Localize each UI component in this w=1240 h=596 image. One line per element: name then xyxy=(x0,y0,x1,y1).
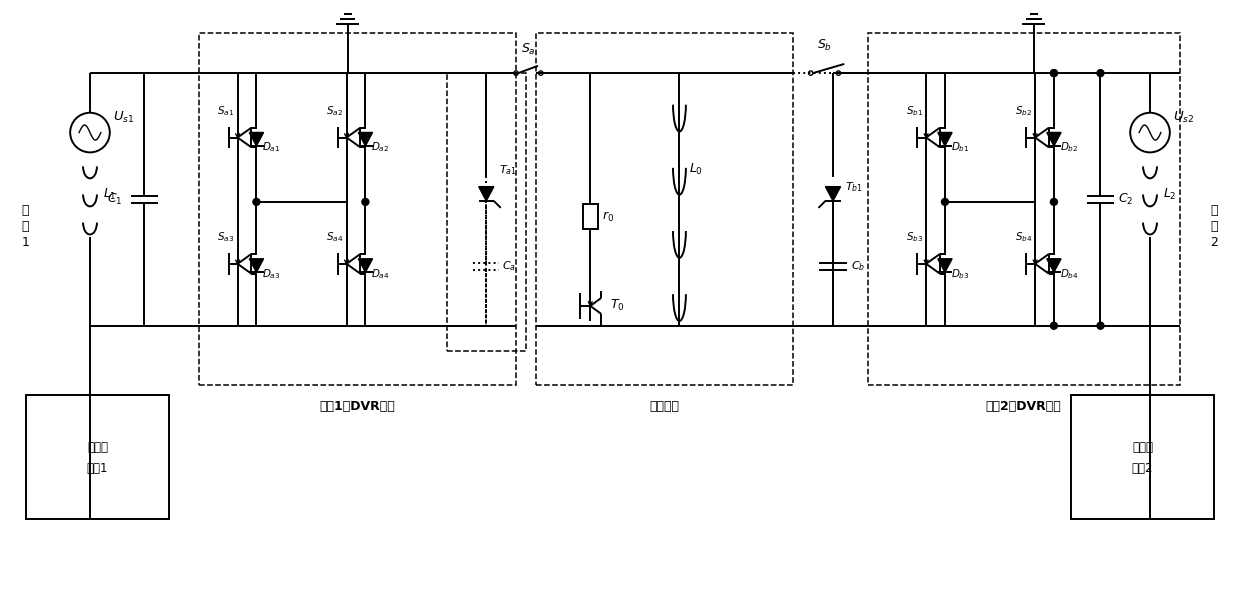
Text: $S_{a2}$: $S_{a2}$ xyxy=(326,104,343,117)
Text: 负载1: 负载1 xyxy=(87,462,108,476)
Text: $D_{a4}$: $D_{a4}$ xyxy=(371,267,389,281)
Text: $S_{b2}$: $S_{b2}$ xyxy=(1014,104,1032,117)
Text: $D_{a3}$: $D_{a3}$ xyxy=(263,267,281,281)
Text: $C_2$: $C_2$ xyxy=(1118,192,1133,207)
Polygon shape xyxy=(249,132,264,146)
Text: $S_{b1}$: $S_{b1}$ xyxy=(905,104,923,117)
Bar xyxy=(26,395,169,519)
Text: 非线性: 非线性 xyxy=(87,440,108,454)
Text: $S_{b4}$: $S_{b4}$ xyxy=(1014,230,1032,244)
Bar xyxy=(868,33,1179,385)
Polygon shape xyxy=(937,259,952,272)
Circle shape xyxy=(1050,70,1058,76)
Text: $C_1$: $C_1$ xyxy=(107,192,123,207)
Text: $C_a$: $C_a$ xyxy=(502,259,516,273)
Text: $T_{a1}$: $T_{a1}$ xyxy=(500,163,517,177)
Text: $U_{s2}$: $U_{s2}$ xyxy=(1173,110,1194,125)
Polygon shape xyxy=(358,259,372,272)
Text: 馈
线
1: 馈 线 1 xyxy=(21,204,30,249)
Circle shape xyxy=(1050,198,1058,206)
Text: $T_0$: $T_0$ xyxy=(610,299,625,313)
Circle shape xyxy=(362,198,368,206)
Text: $S_b$: $S_b$ xyxy=(817,38,832,53)
Text: $S_{a4}$: $S_{a4}$ xyxy=(326,230,343,244)
Polygon shape xyxy=(249,259,264,272)
Bar xyxy=(446,73,526,350)
Text: $S_a$: $S_a$ xyxy=(521,42,536,57)
Text: 非线性: 非线性 xyxy=(1132,440,1153,454)
Circle shape xyxy=(1050,70,1058,76)
Bar xyxy=(583,204,598,229)
Text: $U_{s1}$: $U_{s1}$ xyxy=(113,110,134,125)
Circle shape xyxy=(253,198,260,206)
Polygon shape xyxy=(1047,259,1061,272)
Text: $S_{a1}$: $S_{a1}$ xyxy=(217,104,234,117)
Text: $r_0$: $r_0$ xyxy=(603,210,614,224)
Text: $D_{b3}$: $D_{b3}$ xyxy=(951,267,970,281)
Text: $C_b$: $C_b$ xyxy=(851,259,866,273)
Text: $S_{b3}$: $S_{b3}$ xyxy=(905,230,923,244)
Circle shape xyxy=(941,198,949,206)
Circle shape xyxy=(1097,322,1104,329)
Text: $L_2$: $L_2$ xyxy=(1163,187,1177,202)
Polygon shape xyxy=(479,187,494,201)
Text: 馈
线
2: 馈 线 2 xyxy=(1210,204,1219,249)
Text: $D_{a1}$: $D_{a1}$ xyxy=(263,141,280,154)
Polygon shape xyxy=(1047,132,1061,146)
Text: $L_0$: $L_0$ xyxy=(689,162,703,177)
Text: 馈线1侧DVR模块: 馈线1侧DVR模块 xyxy=(320,401,396,414)
Polygon shape xyxy=(937,132,952,146)
Polygon shape xyxy=(358,132,372,146)
Circle shape xyxy=(1050,322,1058,329)
Text: $L_1$: $L_1$ xyxy=(103,187,117,202)
Bar xyxy=(198,33,516,385)
Bar xyxy=(1071,395,1214,519)
Text: $T_{b1}$: $T_{b1}$ xyxy=(844,180,863,194)
Text: $D_{b1}$: $D_{b1}$ xyxy=(951,141,970,154)
Polygon shape xyxy=(826,187,841,201)
Bar xyxy=(536,33,794,385)
Text: $D_{a2}$: $D_{a2}$ xyxy=(371,141,389,154)
Text: $D_{b4}$: $D_{b4}$ xyxy=(1060,267,1079,281)
Text: 负载2: 负载2 xyxy=(1132,462,1153,476)
Text: $D_{b2}$: $D_{b2}$ xyxy=(1060,141,1079,154)
Circle shape xyxy=(1097,70,1104,76)
Text: 限流模块: 限流模块 xyxy=(650,401,680,414)
Text: $S_{a3}$: $S_{a3}$ xyxy=(217,230,234,244)
Text: 馈线2侧DVR模块: 馈线2侧DVR模块 xyxy=(986,401,1061,414)
